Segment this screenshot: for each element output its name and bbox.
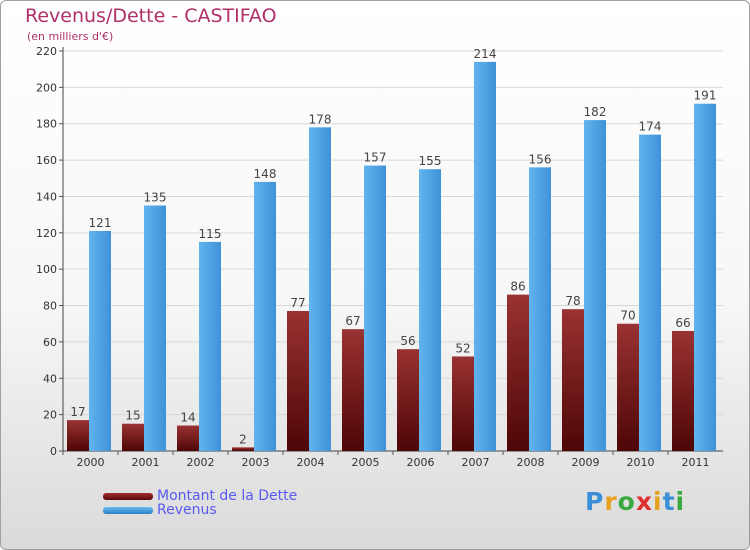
data-label-debt: 70 bbox=[620, 309, 635, 323]
bar-debt bbox=[342, 329, 364, 451]
x-tick-label: 2010 bbox=[627, 456, 655, 469]
logo-letter: r bbox=[604, 487, 618, 516]
y-tick-label: 20 bbox=[43, 409, 57, 422]
bar-debt bbox=[177, 425, 199, 451]
data-label-revenue: 157 bbox=[364, 151, 387, 165]
y-tick-label: 40 bbox=[43, 372, 57, 385]
x-tick-label: 2005 bbox=[352, 456, 380, 469]
bar-debt bbox=[67, 420, 89, 451]
legend-label-revenue: Revenus bbox=[157, 502, 217, 518]
x-tick-label: 2009 bbox=[572, 456, 600, 469]
logo-letter: x bbox=[635, 487, 653, 516]
data-label-revenue: 174 bbox=[639, 120, 662, 134]
data-label-revenue: 155 bbox=[419, 154, 442, 168]
y-tick-label: 0 bbox=[50, 445, 57, 458]
data-label-revenue: 148 bbox=[254, 167, 277, 181]
bar-debt bbox=[507, 294, 529, 451]
x-tick-label: 2000 bbox=[77, 456, 105, 469]
x-tick-label: 2002 bbox=[187, 456, 215, 469]
y-tick-label: 120 bbox=[36, 227, 57, 240]
y-tick-label: 200 bbox=[36, 81, 57, 94]
logo-letter: t bbox=[662, 487, 676, 516]
data-label-revenue: 121 bbox=[89, 216, 112, 230]
proxiti-logo: Proxiti bbox=[585, 487, 685, 516]
bar-revenue bbox=[364, 165, 386, 451]
data-label-debt: 14 bbox=[180, 411, 195, 425]
bar-revenue bbox=[89, 231, 111, 451]
bar-revenue bbox=[254, 181, 276, 451]
data-label-debt: 78 bbox=[565, 294, 580, 308]
bar-revenue bbox=[419, 169, 441, 451]
bar-debt bbox=[287, 311, 309, 451]
data-label-debt: 66 bbox=[675, 316, 690, 330]
logo-letter: i bbox=[675, 487, 686, 516]
bar-debt bbox=[122, 423, 144, 451]
logo-letter: P bbox=[585, 487, 605, 516]
data-label-debt: 56 bbox=[400, 334, 415, 348]
bar-debt bbox=[397, 349, 419, 451]
logo-letter: i bbox=[653, 487, 663, 516]
chart-title: Revenus/Dette - CASTIFAO bbox=[25, 5, 277, 27]
data-label-debt: 17 bbox=[70, 405, 85, 419]
x-tick-label: 2008 bbox=[517, 456, 545, 469]
data-label-revenue: 182 bbox=[584, 105, 607, 119]
bar-revenue bbox=[144, 205, 166, 451]
legend-label-debt: Montant de la Dette bbox=[157, 488, 298, 504]
y-tick-label: 140 bbox=[36, 190, 57, 203]
y-tick-label: 100 bbox=[36, 263, 57, 276]
y-tick-label: 60 bbox=[43, 336, 57, 349]
x-tick-label: 2006 bbox=[407, 456, 435, 469]
data-label-debt: 67 bbox=[345, 314, 360, 328]
data-label-revenue: 135 bbox=[144, 191, 167, 205]
data-label-revenue: 115 bbox=[199, 227, 222, 241]
data-label-revenue: 178 bbox=[309, 112, 332, 126]
y-tick-label: 160 bbox=[36, 154, 57, 167]
x-tick-label: 2003 bbox=[242, 456, 270, 469]
bar-debt bbox=[562, 309, 584, 451]
data-label-debt: 2 bbox=[239, 432, 247, 446]
bar-debt bbox=[452, 356, 474, 451]
data-label-debt: 77 bbox=[290, 296, 305, 310]
data-label-revenue: 156 bbox=[529, 152, 552, 166]
bar-revenue bbox=[584, 120, 606, 451]
legend-swatch-revenue bbox=[103, 507, 153, 514]
bar-revenue bbox=[309, 127, 331, 451]
x-tick-label: 2001 bbox=[132, 456, 160, 469]
bar-revenue bbox=[199, 241, 221, 451]
x-tick-label: 2007 bbox=[462, 456, 490, 469]
bar-debt bbox=[672, 331, 694, 451]
x-tick-label: 2011 bbox=[682, 456, 710, 469]
bar-debt bbox=[617, 323, 639, 451]
chart-subtitle: (en milliers d'€) bbox=[27, 30, 114, 43]
y-tick-label: 180 bbox=[36, 118, 57, 131]
data-label-revenue: 214 bbox=[474, 47, 497, 61]
y-tick-label: 220 bbox=[36, 45, 57, 58]
bar-debt bbox=[232, 447, 254, 451]
legend-swatch-debt bbox=[103, 493, 153, 500]
y-tick-label: 80 bbox=[43, 300, 57, 313]
bar-revenue bbox=[694, 103, 716, 452]
data-label-debt: 86 bbox=[510, 280, 525, 294]
bar-revenue bbox=[529, 167, 551, 451]
bar-revenue bbox=[639, 134, 661, 452]
bar-revenue bbox=[474, 61, 496, 452]
logo-letter: o bbox=[617, 487, 636, 516]
data-label-debt: 52 bbox=[455, 341, 470, 355]
x-tick-label: 2004 bbox=[297, 456, 325, 469]
data-label-revenue: 191 bbox=[694, 89, 717, 103]
data-label-debt: 15 bbox=[125, 409, 140, 423]
